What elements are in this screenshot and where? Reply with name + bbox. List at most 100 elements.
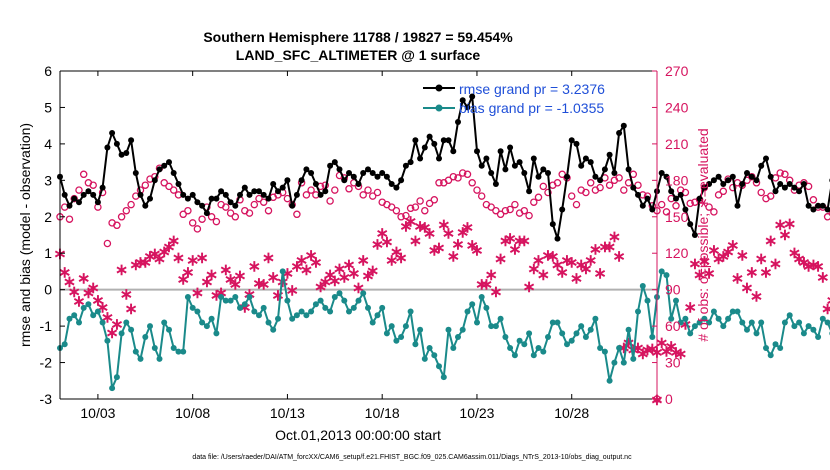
rmse-point (459, 97, 466, 104)
rmse-point (71, 195, 78, 202)
obs-evaluated-series: ∗∗∗∗∗∗∗∗∗∗∗∗∗∗∗∗∗∗∗∗∗∗∗∗∗∗∗∗∗∗∗∗∗∗∗∗∗∗∗∗… (53, 213, 830, 409)
obs-evaluated-point: ∗ (461, 220, 474, 237)
bias-point (66, 315, 73, 322)
obs-evaluated-point: ∗ (205, 267, 218, 284)
y-axis-label-right: # of obs: o=possible; ∗=evaluated (695, 128, 711, 341)
bias-point (118, 330, 125, 337)
rmse-point (772, 188, 779, 195)
y-tick-label-right: 120 (665, 245, 689, 261)
rmse-point (511, 162, 518, 169)
bias-point (819, 315, 826, 322)
rmse-point (222, 191, 229, 198)
rmse-point (175, 181, 182, 187)
bias-point (630, 355, 637, 362)
obs-possible-point (250, 200, 259, 209)
obs-possible-point (75, 186, 83, 194)
tick-labels: 10/03 10/08 10/13 10/18 10/23 10/28 -3 -2 -1 0 1 2 3… (40, 63, 689, 421)
x-tick-label: 10/13 (270, 405, 305, 421)
obs-evaluated-point: ∗ (356, 252, 369, 269)
rmse-point (620, 122, 627, 129)
rmse-point (592, 173, 599, 180)
obs-evaluated-point: ∗ (598, 239, 611, 256)
obs-possible-point (397, 213, 405, 221)
bias-point (327, 308, 334, 315)
rmse-point (336, 166, 343, 173)
x-tick-label: 10/03 (80, 405, 115, 421)
rmse-point (398, 177, 405, 184)
bias-point (312, 301, 319, 308)
rmse-point (331, 159, 338, 166)
y-tick-label-left: 4 (44, 136, 52, 152)
bias-point (346, 308, 352, 315)
rmse-point (170, 170, 177, 176)
obs-evaluated-point: ∗ (717, 249, 730, 266)
obs-possible-point (179, 210, 187, 219)
x-tick-label: 10/28 (554, 405, 589, 421)
bias-point (455, 334, 461, 340)
bias-point (497, 315, 504, 322)
y-tick-label-left: 5 (44, 99, 52, 115)
obs-evaluated-point: ∗ (290, 258, 303, 275)
bias-point (687, 330, 694, 337)
obs-possible-point (449, 172, 458, 181)
obs-evaluated-point: ∗ (792, 251, 805, 268)
rmse-point (251, 188, 258, 195)
obs-possible-point (748, 172, 756, 181)
obs-possible-point (620, 186, 628, 194)
bias-point (166, 326, 172, 333)
axes (59, 70, 658, 400)
rmse-point (507, 144, 514, 151)
obs-possible-point (468, 179, 476, 187)
bias-point (691, 323, 698, 330)
y-tick-label-left: -3 (40, 391, 53, 407)
bias-point (516, 337, 523, 344)
obs-possible-point (188, 219, 197, 227)
obs-possible-point (165, 182, 173, 191)
bias-point (530, 352, 537, 359)
rmse-point (682, 206, 689, 213)
rmse-point (360, 170, 367, 176)
obs-evaluated-point: ∗ (683, 300, 696, 317)
rmse-point (734, 202, 741, 209)
obs-evaluated-point: ∗ (442, 226, 455, 243)
obs-possible-point (169, 186, 178, 194)
obs-possible-point (430, 196, 439, 204)
rmse-point (597, 177, 604, 184)
rmse-point (516, 159, 523, 166)
bias-point (293, 312, 300, 319)
rmse-point (213, 195, 220, 202)
obs-evaluated-point: ∗ (816, 269, 829, 286)
rmse-point (317, 191, 324, 198)
rmse-point (720, 181, 727, 187)
bias-point (85, 301, 92, 308)
obs-possible-point (492, 206, 500, 215)
obs-possible-point (402, 211, 410, 220)
obs-evaluated-point: ∗ (759, 264, 772, 281)
rmse-point (777, 181, 784, 187)
rmse-point (488, 170, 495, 176)
obs-possible-point (293, 210, 301, 219)
rmse-series (57, 93, 830, 242)
rmse-point (673, 195, 679, 202)
obs-evaluated-point: ∗ (404, 213, 417, 230)
bias-point (578, 323, 585, 330)
obs-evaluated-point: ∗ (807, 257, 820, 274)
obs-evaluated-point: ∗ (394, 250, 407, 267)
y-tick-label-right: 240 (665, 99, 689, 115)
bias-point (76, 319, 82, 326)
end-marker-evaluated: ∗ (650, 392, 663, 409)
obs-evaluated-point: ∗ (77, 271, 90, 288)
rmse-point (260, 191, 267, 198)
y-tick-label-left: 6 (44, 63, 52, 79)
obs-evaluated-point: ∗ (603, 239, 616, 256)
legend-rmse-label: rmse grand pr = 3.2376 (459, 81, 605, 97)
rmse-point (417, 155, 424, 162)
obs-evaluated-point: ∗ (702, 266, 715, 283)
bias-point (412, 341, 419, 348)
obs-possible-point (222, 203, 230, 211)
rmse-point (270, 181, 277, 187)
bias-point (696, 319, 703, 326)
bias-point (734, 308, 741, 315)
rmse-point (492, 181, 499, 187)
rmse-point (227, 199, 234, 206)
